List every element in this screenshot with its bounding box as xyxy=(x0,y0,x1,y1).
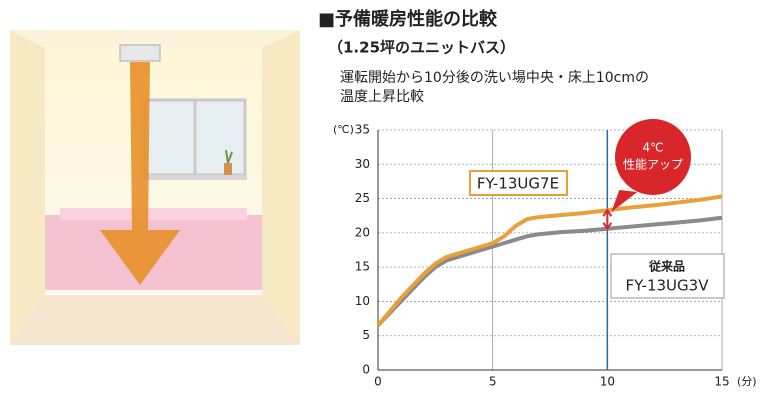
subtitle: （1.25坪のユニットバス） xyxy=(328,39,515,57)
description: 温度上昇比較 xyxy=(340,89,424,105)
bathroom-illustration xyxy=(10,30,300,345)
y-tick-label: 25 xyxy=(355,191,370,205)
y-tick-label: 15 xyxy=(355,260,370,274)
x-tick-label: 10 xyxy=(600,375,615,389)
annotation-text: 4℃ xyxy=(642,141,663,155)
x-tick-label: 15 xyxy=(714,375,729,389)
annotation-pointer xyxy=(611,190,638,212)
legend-box xyxy=(610,253,725,299)
x-axis-label: (分) xyxy=(737,375,757,388)
title: ■予備暖房性能の比較 xyxy=(318,8,498,30)
y-tick-label: 10 xyxy=(355,294,370,308)
series-line xyxy=(376,194,723,327)
legend-note: 従来品 xyxy=(648,259,685,274)
series-line xyxy=(376,215,723,327)
y-tick-label: 5 xyxy=(362,328,370,342)
y-tick-label: 30 xyxy=(355,157,370,171)
legend-label: FY-13UG7E xyxy=(477,175,559,193)
x-tick-label: 0 xyxy=(374,375,382,389)
y-tick-label: 35 xyxy=(355,123,370,137)
legend-label: FY-13UG3V xyxy=(626,277,710,295)
annotation-text: 性能アップ xyxy=(623,158,683,172)
y-tick-label: 20 xyxy=(355,225,370,239)
x-tick-label: 5 xyxy=(489,375,497,389)
y-tick-label: 0 xyxy=(362,363,370,377)
y-axis-label: (℃) xyxy=(333,123,354,136)
legend-box xyxy=(469,170,568,196)
description: 運転開始から10分後の洗い場中央・床上10cmの xyxy=(340,70,649,86)
annotation-bubble xyxy=(615,119,691,195)
arrow-head xyxy=(602,208,613,231)
